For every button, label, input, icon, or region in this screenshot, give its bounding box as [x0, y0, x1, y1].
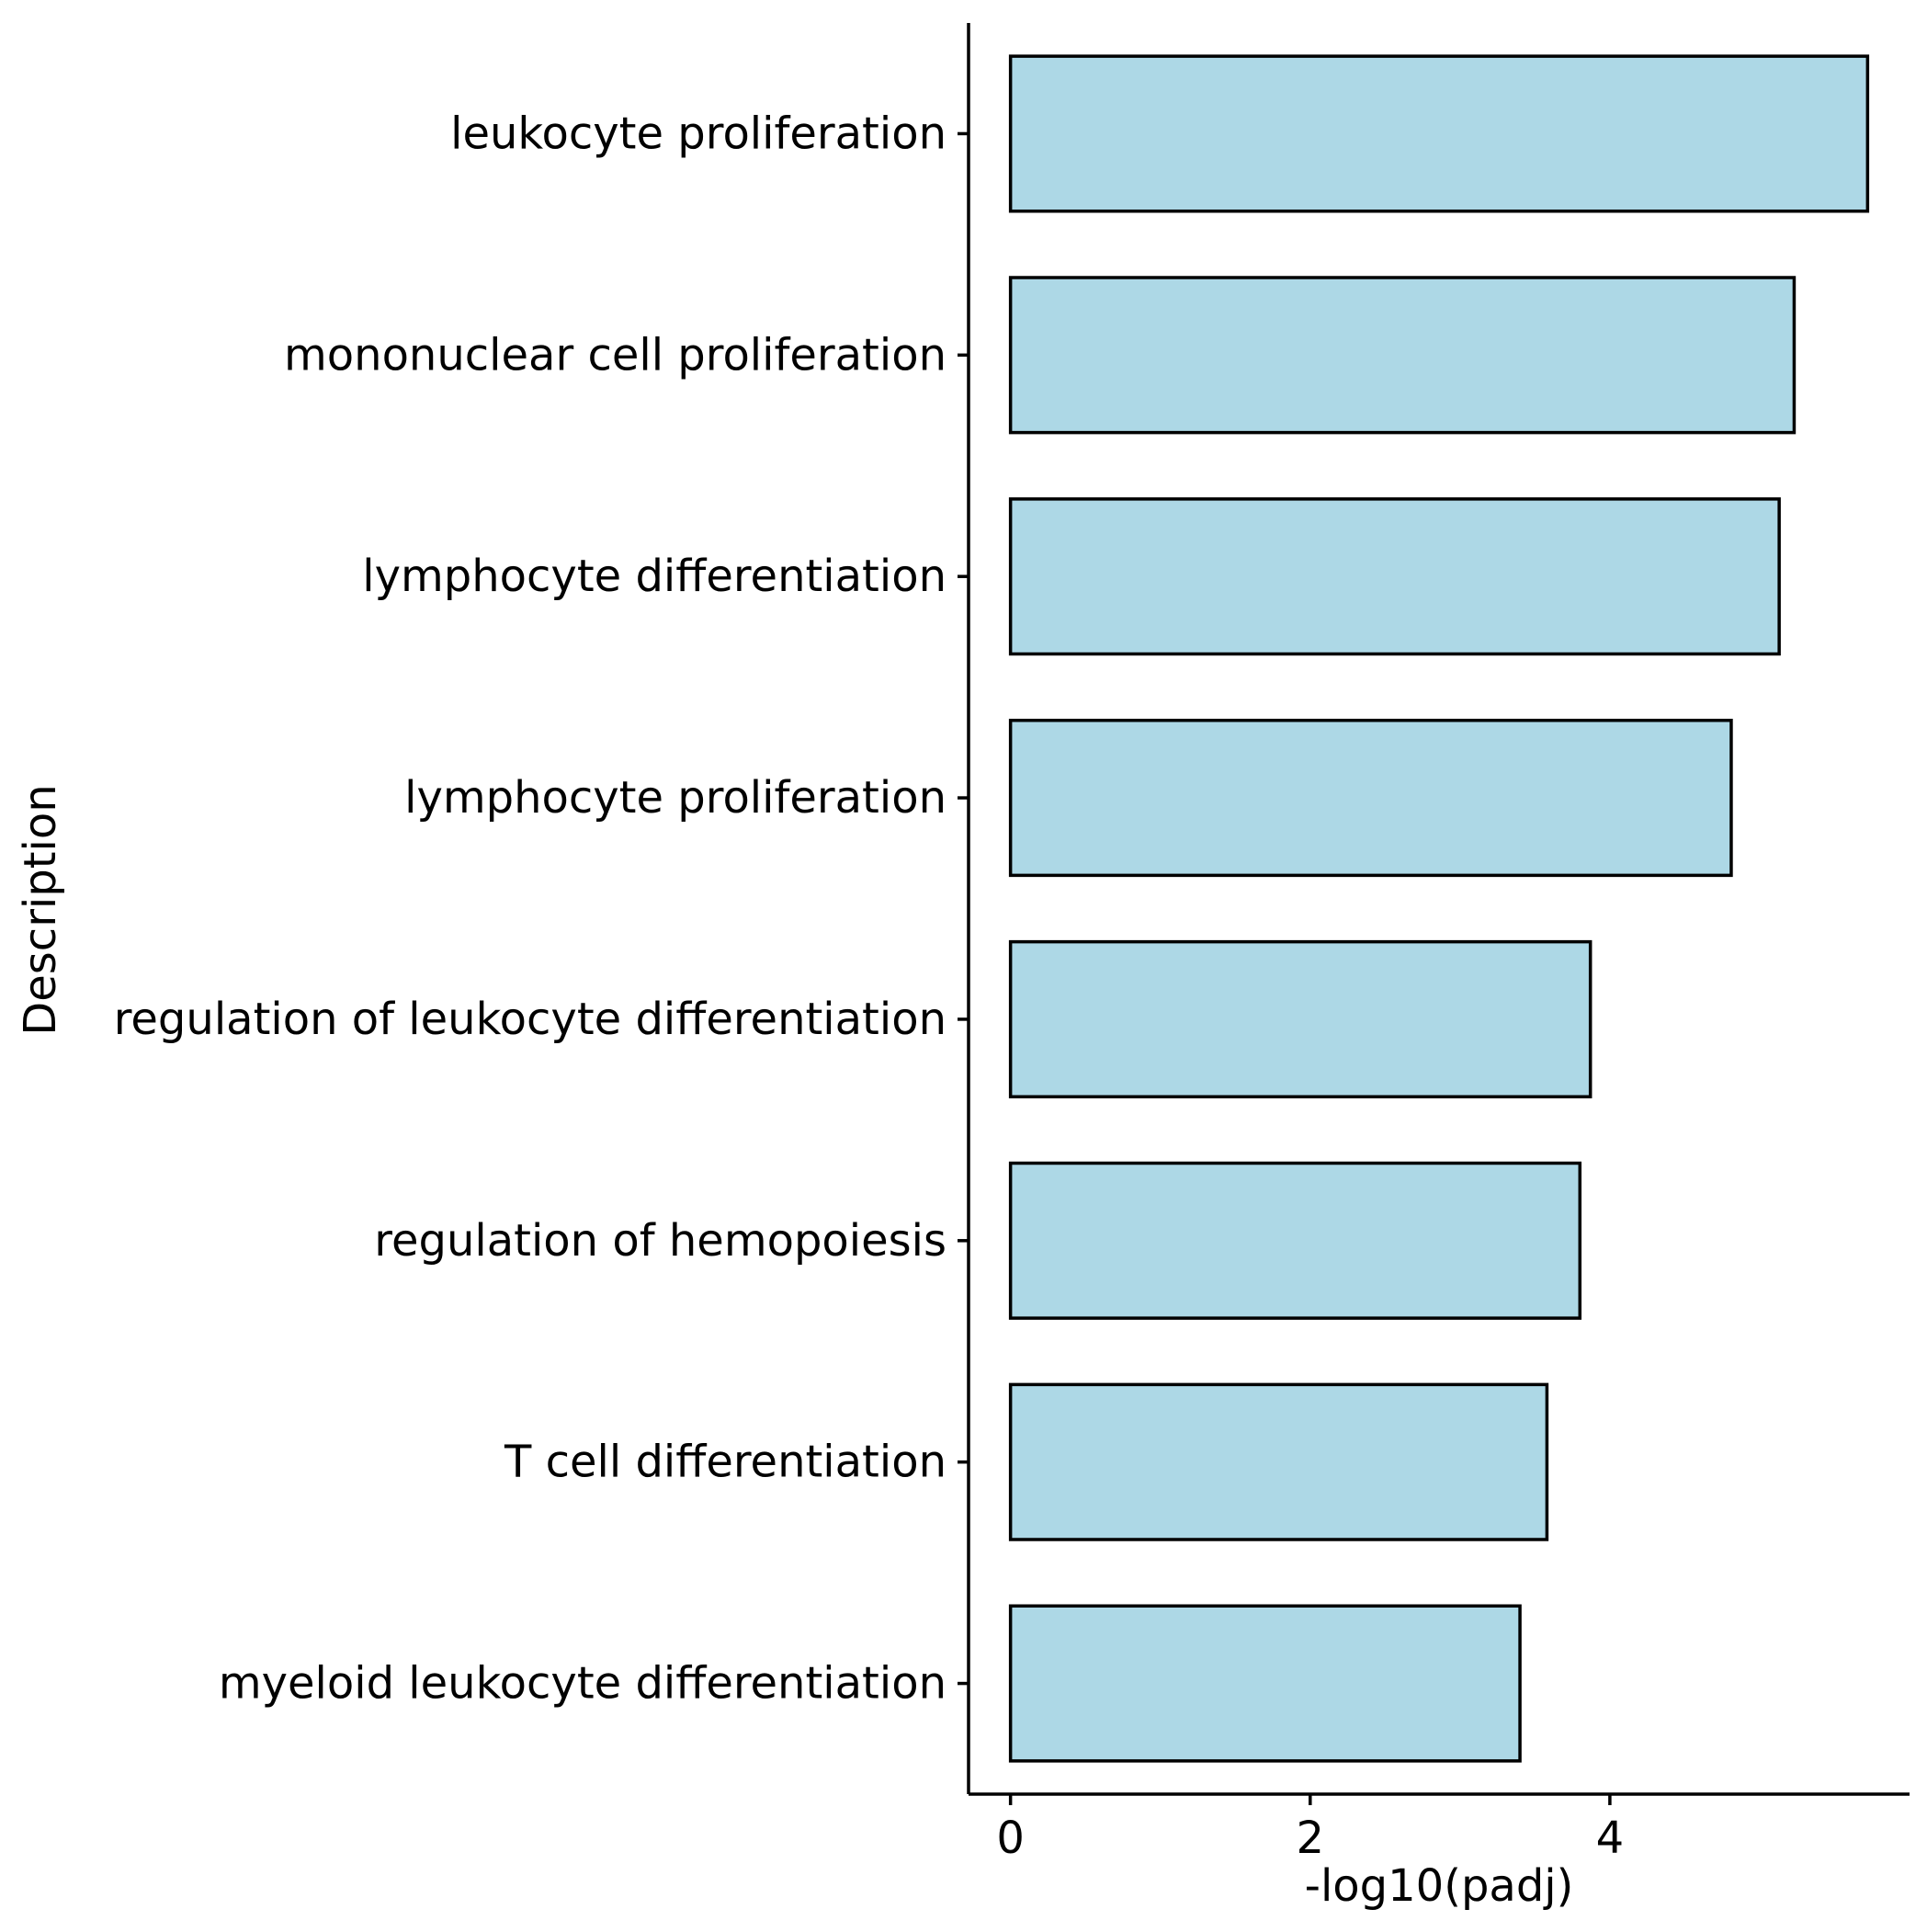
y-tick-label: lymphocyte differentiation: [362, 551, 946, 602]
y-tick-label: regulation of hemopoiesis: [374, 1215, 946, 1267]
y-tick-label: T cell differentiation: [504, 1437, 946, 1488]
y-tick-label: regulation of leukocyte differentiation: [114, 994, 946, 1045]
bar: [1008, 1161, 1582, 1320]
y-tick-label: myeloid leukocyte differentiation: [219, 1658, 946, 1710]
x-tick-label: 4: [1596, 1813, 1625, 1864]
bar: [1008, 54, 1870, 213]
y-tick-label: leukocyte proliferation: [450, 108, 946, 159]
bars-layer: [1008, 54, 1870, 1763]
bar: [1008, 1382, 1549, 1541]
x-tick-label: 2: [1296, 1813, 1324, 1864]
bar: [1008, 1604, 1522, 1763]
bar: [1008, 497, 1781, 656]
axes-layer: [967, 23, 1910, 1796]
x-tick-label: 0: [996, 1813, 1025, 1864]
bar: [1008, 939, 1593, 1098]
bar: [1008, 719, 1733, 878]
x-ticks: 0 2 4: [996, 1794, 1624, 1864]
y-axis-title: Description: [15, 784, 66, 1035]
bar: [1008, 276, 1797, 435]
y-tick-label: mononuclear cell proliferation: [284, 329, 946, 381]
y-tick-label: lymphocyte proliferation: [404, 772, 946, 824]
x-axis-title: -log10(padj): [1305, 1860, 1574, 1912]
y-ticks: leukocyte proliferation mononuclear cell …: [114, 108, 969, 1710]
